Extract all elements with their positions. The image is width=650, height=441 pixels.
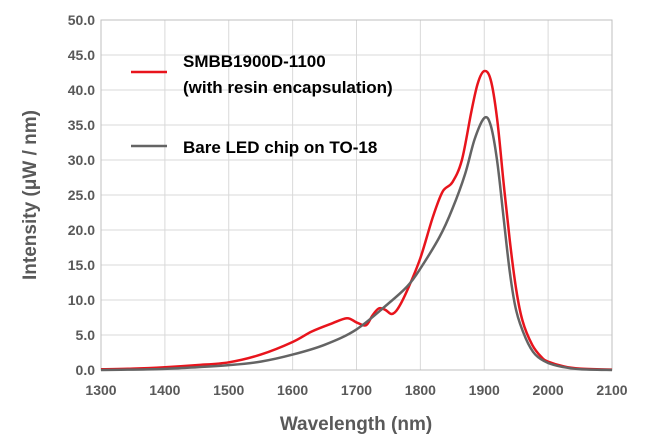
x-tick-label: 1400 bbox=[149, 382, 180, 398]
x-tick-label: 2100 bbox=[596, 382, 627, 398]
y-tick-label: 25.0 bbox=[68, 187, 95, 203]
plot-frame bbox=[100, 19, 613, 371]
x-tick-labels: 1300 1400 1500 1600 1700 1800 1900 2000 2100 bbox=[85, 382, 627, 398]
legend-label: (with resin encapsulation) bbox=[183, 78, 393, 97]
y-tick-label: 50.0 bbox=[68, 12, 95, 28]
y-tick-label: 20.0 bbox=[68, 222, 95, 238]
y-tick-label: 40.0 bbox=[68, 82, 95, 98]
x-tick-label: 1900 bbox=[469, 382, 500, 398]
series-lines bbox=[100, 69, 613, 372]
y-tick-label: 45.0 bbox=[68, 47, 95, 63]
y-axis-title: Intensity (μW / nm) bbox=[20, 110, 41, 280]
series-line-0 bbox=[100, 69, 613, 371]
series-line-1 bbox=[100, 115, 613, 372]
x-tick-label: 1600 bbox=[277, 382, 308, 398]
x-tick-label: 2000 bbox=[533, 382, 564, 398]
y-tick-labels: 0.0 5.0 10.0 15.0 20.0 25.0 30.0 35.0 40.0 45.0 50… bbox=[68, 12, 95, 378]
y-tick-label: 0.0 bbox=[76, 362, 96, 378]
x-axis-title: Wavelength (nm) bbox=[280, 414, 432, 435]
y-tick-label: 35.0 bbox=[68, 117, 95, 133]
x-tick-label: 1800 bbox=[405, 382, 436, 398]
legend: SMBB1900D-1100 (with resin encapsulation)… bbox=[131, 52, 393, 157]
x-tick-label: 1300 bbox=[85, 382, 116, 398]
x-tick-label: 1700 bbox=[341, 382, 372, 398]
gridlines bbox=[100, 19, 613, 371]
legend-label: Bare LED chip on TO-18 bbox=[183, 138, 377, 157]
y-tick-label: 15.0 bbox=[68, 257, 95, 273]
y-tick-label: 30.0 bbox=[68, 152, 95, 168]
y-tick-label: 5.0 bbox=[76, 327, 96, 343]
y-tick-label: 10.0 bbox=[68, 292, 95, 308]
x-tick-label: 1500 bbox=[213, 382, 244, 398]
legend-label: SMBB1900D-1100 bbox=[183, 52, 326, 71]
